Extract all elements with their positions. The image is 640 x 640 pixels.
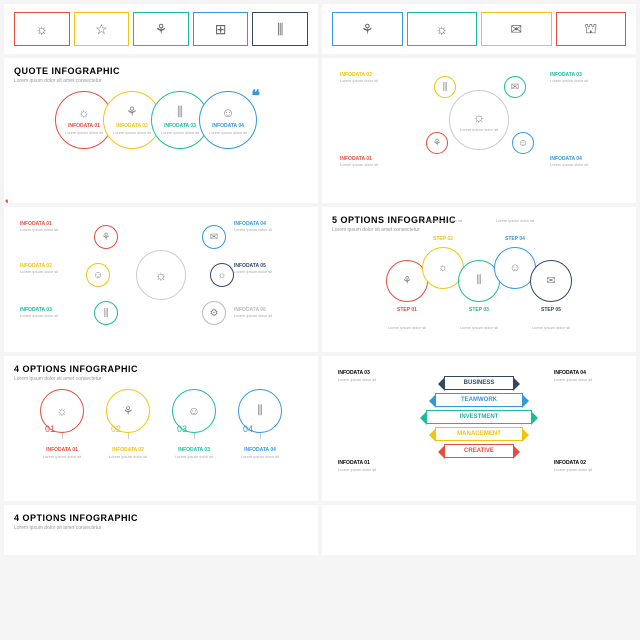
- hand-icon: ⚘: [126, 104, 138, 120]
- six-node: ⚙: [202, 301, 226, 325]
- arrow-band: TEAMWORK: [435, 393, 523, 407]
- six-center: ☼: [136, 250, 186, 300]
- arrow-band: BUSINESS: [444, 376, 514, 390]
- cross-node: ✉: [504, 76, 526, 98]
- icon-box: ⛫: [556, 12, 627, 46]
- band-corner-text: Lorem ipsum dolor sit: [554, 467, 609, 472]
- cross-node: ☺: [512, 132, 534, 154]
- open-quote-icon: ,,: [4, 189, 9, 203]
- quote-sub: Lorem ipsum dolor sit amet consectetur: [14, 78, 308, 85]
- panel-top-left: ☼☆⚘⊞⫼: [4, 4, 318, 54]
- bulb-icon: ☼: [78, 105, 90, 120]
- five-step: ✉STEP 05Lorem ipsum dolor sit: [530, 260, 572, 302]
- icon-box: ⚘: [332, 12, 403, 46]
- six-text: Lorem ipsum dolor sit: [234, 269, 289, 274]
- six-node: ✉: [202, 225, 226, 249]
- cross-text: Lorem ipsum dolor sit: [550, 78, 610, 83]
- six-text: Lorem ipsum dolor sit: [234, 227, 289, 232]
- bulb-icon: ☼: [155, 267, 168, 283]
- six-text: Lorem ipsum dolor sit: [20, 269, 75, 274]
- six-node: ⫼: [94, 301, 118, 325]
- band-corner-label: INFODATA 04: [554, 370, 586, 376]
- six-node: ☼: [210, 263, 234, 287]
- icon-box: ☼: [14, 12, 70, 46]
- four-option: ☼01INFODATA 01Lorem ipsum dolor sit: [32, 389, 92, 459]
- panel-bottom-right: [322, 505, 636, 555]
- head-icon: ☺: [188, 404, 200, 418]
- quote-circle: ☺INFODATA 04Lorem ipsum dolor sit❝: [199, 91, 257, 149]
- quote-title: QUOTE INFOGRAPHIC: [14, 66, 308, 76]
- icon-box: ☆: [74, 12, 130, 46]
- panel-four-options: 4 OPTIONS INFOGRAPHIC Lorem ipsum dolor …: [4, 356, 318, 501]
- band-corner-text: Lorem ipsum dolor sit: [554, 377, 609, 382]
- panel-bands: BUSINESS TEAMWORK INVESTMENT MANAGEMENT CREA…: [322, 356, 636, 501]
- panel-top-right: ⚘☼✉⛫: [322, 4, 636, 54]
- cross-text: Lorem ipsum dolor sit: [550, 162, 610, 167]
- panel-quote: QUOTE INFOGRAPHIC Lorem ipsum dolor sit …: [4, 58, 318, 203]
- chart-icon: ⫼: [257, 403, 263, 418]
- band-corner-text: Lorem ipsum dolor sit: [338, 377, 393, 382]
- arrow-band: MANAGEMENT: [435, 427, 523, 441]
- band-corner-text: Lorem ipsum dolor sit: [338, 467, 393, 472]
- template-grid: ☼☆⚘⊞⫼ ⚘☼✉⛫ QUOTE INFOGRAPHIC Lorem ipsum…: [0, 0, 640, 559]
- bulb-icon: ☼: [473, 109, 486, 125]
- cross-node: ⚘: [426, 132, 448, 154]
- band-corner-label: INFODATA 01: [338, 460, 370, 466]
- band-corner-label: INFODATA 03: [338, 370, 370, 376]
- head-icon: ☺: [221, 105, 234, 120]
- arrow-band: INVESTMENT: [426, 410, 532, 424]
- chart-icon: ⫼: [177, 104, 183, 120]
- five-sub: Lorem ipsum dolor sit amet consectetur: [332, 227, 626, 234]
- head-icon: ☺: [509, 262, 520, 274]
- four-option: ⚘02INFODATA 02Lorem ipsum dolor sit: [98, 389, 158, 459]
- mail-icon: ✉: [546, 274, 555, 287]
- icon-box: ☼: [407, 12, 478, 46]
- panel-bottom-left: 4 OPTIONS INFOGRAPHIC Lorem ipsum dolor …: [4, 505, 318, 555]
- panel-cross: ☼ Lorem ipsum dolor sit ⚘INFODATA 01Lore…: [322, 58, 636, 203]
- close-quote-icon: ❝: [251, 86, 260, 106]
- four-option: ⫼04INFODATA 04Lorem ipsum dolor sit: [230, 389, 290, 459]
- bulb-icon: ☼: [57, 404, 68, 418]
- cross-node: ⫼: [434, 76, 456, 98]
- chart-icon: ⫼: [476, 274, 481, 287]
- band-corner-label: INFODATA 02: [554, 460, 586, 466]
- six-text: Lorem ipsum dolor sit: [234, 313, 289, 318]
- cross-center: ☼ Lorem ipsum dolor sit: [449, 90, 509, 150]
- bottom-title: 4 OPTIONS INFOGRAPHIC: [14, 513, 308, 523]
- icon-box: ✉: [481, 12, 552, 46]
- six-text: Lorem ipsum dolor sit: [20, 227, 75, 232]
- icon-box: ⫼: [252, 12, 308, 46]
- panel-six: ☼ ⚘INFODATA 01Lorem ipsum dolor sit☺INFO…: [4, 207, 318, 352]
- icon-box: ⚘: [133, 12, 189, 46]
- six-node: ⚘: [94, 225, 118, 249]
- panel-five-options: 5 OPTIONS INFOGRAPHIC Lorem ipsum dolor …: [322, 207, 636, 352]
- icon-box: ⊞: [193, 12, 249, 46]
- hand-icon: ⚘: [402, 274, 412, 287]
- four-title: 4 OPTIONS INFOGRAPHIC: [14, 364, 308, 374]
- six-node: ☺: [86, 263, 110, 287]
- four-option: ☺03INFODATA 03Lorem ipsum dolor sit: [164, 389, 224, 459]
- cross-text: Lorem ipsum dolor sit: [340, 78, 400, 83]
- hand-icon: ⚘: [123, 404, 134, 418]
- six-text: Lorem ipsum dolor sit: [20, 313, 75, 318]
- four-sub: Lorem ipsum dolor sit amet consectetur: [14, 376, 308, 383]
- cross-text: Lorem ipsum dolor sit: [340, 162, 400, 167]
- five-title: 5 OPTIONS INFOGRAPHIC: [332, 215, 626, 225]
- bulb-icon: ☼: [438, 262, 448, 274]
- arrow-band: CREATIVE: [444, 444, 514, 458]
